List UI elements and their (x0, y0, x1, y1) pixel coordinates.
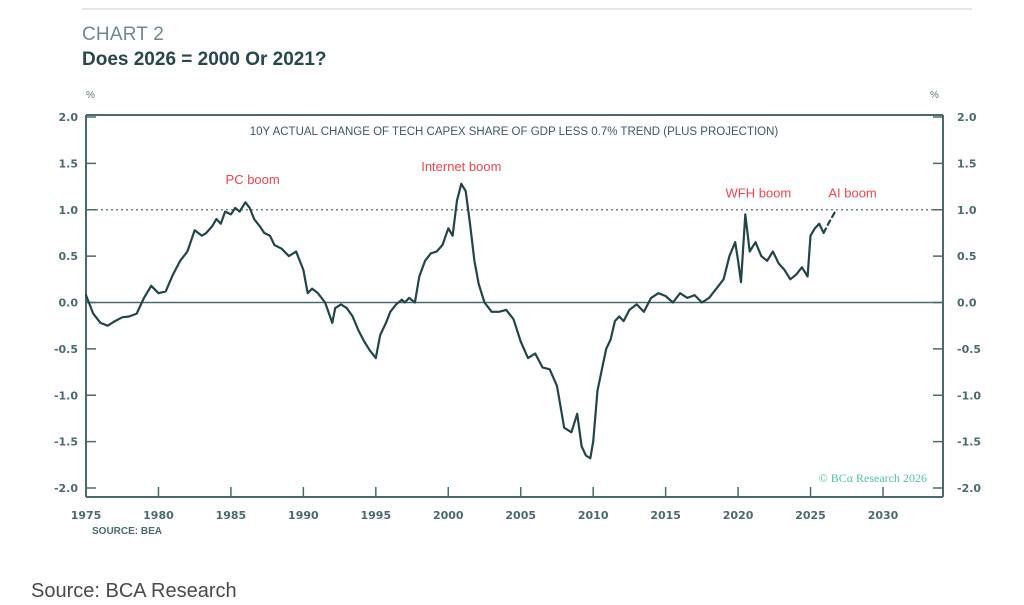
annotation-label: PC boom (226, 172, 280, 187)
y-tick-label-left: 1.5 (59, 157, 79, 170)
x-tick-label: 1980 (143, 509, 174, 522)
y-tick-label-right: -2.0 (957, 482, 981, 495)
y-tick-label-right: 0.5 (957, 250, 977, 263)
x-tick-label: 2010 (578, 509, 609, 522)
reference-lines (86, 208, 943, 304)
projection-line (822, 210, 837, 234)
series-lines (84, 182, 837, 460)
copyright-watermark: © BCα Research 2026 (819, 471, 927, 485)
annotations: PC boom Internet boom WFH boom AI boom (226, 159, 877, 201)
y-tick-labels: 2.0 2.0 1.5 1.5 1.0 1.0 0.5 0.5 0.0 0.0 -0.5 -0.5 -1… (54, 111, 981, 495)
x-tick-label: 1975 (71, 509, 102, 522)
chart-title: Does 2026 = 2000 Or 2021? (82, 49, 327, 70)
chart-subtitle: 10Y ACTUAL CHANGE OF TECH CAPEX SHARE OF… (250, 126, 779, 138)
y-tick-label-right: -0.5 (957, 343, 981, 356)
x-tick-label: 1990 (288, 509, 319, 522)
x-tick-label: 2030 (868, 509, 899, 522)
y-tick-label-right: 1.0 (957, 204, 977, 217)
source-footer: Source: BCA Research (31, 580, 237, 602)
x-tick-label: 2025 (795, 509, 826, 522)
y-tick-label-right: 0.0 (957, 297, 977, 310)
x-tick-label: 2005 (505, 509, 536, 522)
x-tick-label: 2000 (433, 509, 464, 522)
y-axis-left-unit: % (86, 90, 95, 101)
y-tick-label-left: 1.0 (59, 204, 79, 217)
y-tick-label-left: -1.5 (54, 436, 78, 449)
y-tick-label-left: -0.5 (54, 343, 78, 356)
annotation-label: WFH boom (726, 186, 792, 201)
y-tick-label-right: -1.5 (957, 436, 981, 449)
annotation-label: Internet boom (421, 159, 501, 174)
x-tick-label: 1985 (216, 509, 247, 522)
annotation-label: AI boom (828, 186, 876, 201)
y-tick-label-right: -1.0 (957, 389, 981, 402)
axis-ticks (86, 116, 943, 497)
x-tick-label: 2015 (650, 509, 681, 522)
x-tick-labels: 1975 1980 1985 1990 1995 2000 2005 2010 2015 2020… (71, 509, 899, 522)
chart-label: CHART 2 (82, 24, 165, 45)
top-divider (82, 8, 972, 10)
y-tick-label-left: -1.0 (54, 389, 78, 402)
y-tick-label-right: 2.0 (957, 111, 977, 124)
y-axis-right-unit: % (930, 90, 939, 101)
y-tick-label-left: 0.0 (59, 297, 79, 310)
y-tick-label-left: 2.0 (59, 111, 79, 124)
x-tick-label: 1995 (361, 509, 392, 522)
source-bea: SOURCE: BEA (92, 526, 163, 537)
plot-frame (85, 114, 944, 498)
actual-line (84, 182, 825, 460)
y-tick-label-left: 0.5 (59, 250, 79, 263)
x-tick-label: 2020 (723, 509, 754, 522)
y-tick-label-left: -2.0 (54, 482, 78, 495)
y-tick-label-right: 1.5 (957, 157, 977, 170)
